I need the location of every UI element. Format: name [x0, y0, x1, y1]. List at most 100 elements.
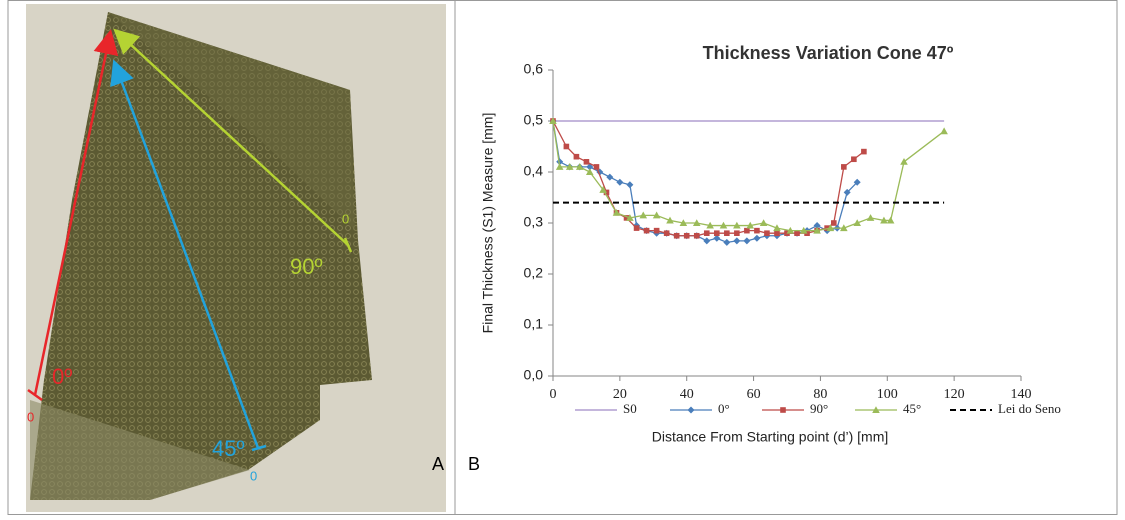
point [599, 186, 607, 193]
point [679, 219, 688, 226]
legend-marker [872, 406, 880, 413]
x-tick-label: 60 [747, 387, 761, 402]
point [866, 214, 875, 221]
point [861, 148, 867, 155]
point [612, 209, 621, 216]
point [840, 224, 848, 232]
y-tick-label: 0,0 [524, 367, 544, 383]
point [714, 230, 720, 236]
x-tick-label: 140 [1011, 387, 1032, 402]
point [723, 238, 731, 246]
point [713, 234, 721, 242]
point [549, 117, 557, 124]
photo-label: 90º [290, 254, 323, 279]
legend-item: Lei do Seno [950, 401, 1061, 416]
origin-label: 0 [27, 409, 34, 424]
y-tick-label: 0,6 [524, 61, 544, 77]
x-tick-label: 0 [550, 387, 557, 402]
point [851, 156, 857, 163]
point [746, 221, 755, 229]
photo-label: 0º [52, 364, 72, 389]
chart-title: Thickness Variation Cone 47º [703, 43, 954, 63]
sheet-fold [30, 400, 250, 500]
point [673, 232, 680, 239]
point [764, 230, 770, 236]
point [703, 230, 710, 236]
origin-tick-blue [251, 444, 267, 452]
point [719, 221, 728, 229]
point [900, 158, 908, 165]
legend-label: S0 [623, 401, 637, 416]
legend-item: 0° [670, 401, 730, 416]
y-axis-label: Final Thickness (S1) Measure [mm] [480, 113, 496, 334]
point [759, 219, 768, 226]
point [556, 158, 564, 166]
point [744, 227, 750, 234]
x-tick-label: 100 [877, 387, 898, 402]
arrow-0 [33, 29, 119, 396]
point [774, 230, 780, 236]
point [724, 230, 730, 236]
legend-label: Lei do Seno [998, 401, 1061, 416]
point [799, 226, 808, 234]
x-tick-label: 120 [944, 387, 965, 402]
series-line [552, 120, 865, 237]
origin-label: 0 [342, 211, 349, 226]
series-line [552, 120, 945, 232]
arrow-90 [113, 28, 349, 246]
legend-marker [687, 406, 695, 414]
point [853, 178, 861, 186]
point [583, 159, 590, 165]
point [653, 227, 660, 234]
point [555, 163, 564, 170]
point [826, 224, 835, 232]
point [626, 214, 634, 221]
panel-label: A [432, 454, 444, 474]
point [813, 226, 821, 234]
point [639, 211, 648, 219]
point [623, 215, 630, 221]
point [692, 219, 701, 226]
arrow-45 [110, 59, 260, 449]
point [743, 237, 751, 245]
legend-item: 90° [762, 401, 828, 416]
photo: 0º 45º 90º 0 0 0 [26, 4, 446, 512]
point [666, 216, 674, 224]
panel-label: B [468, 454, 480, 474]
point [773, 224, 781, 232]
point [703, 237, 711, 245]
legend-label: 90° [810, 401, 828, 416]
point [754, 227, 760, 234]
point [575, 163, 584, 170]
point [734, 230, 740, 236]
point [633, 225, 640, 231]
x-tick-label: 40 [680, 387, 694, 402]
y-tick-label: 0,2 [524, 265, 544, 281]
point [606, 173, 614, 181]
point [733, 237, 741, 245]
point [753, 234, 761, 242]
point [683, 232, 690, 239]
point [573, 153, 580, 160]
point [586, 163, 594, 171]
point [643, 227, 650, 234]
x-tick-label: 20 [613, 387, 627, 402]
legend-item: S0 [575, 401, 637, 416]
point [940, 127, 948, 135]
y-tick-label: 0,3 [524, 214, 544, 230]
point [616, 178, 624, 186]
point [831, 220, 837, 226]
origin-tick-green [343, 237, 353, 253]
point [565, 163, 574, 170]
point [853, 219, 861, 226]
legend-label: 0° [718, 401, 730, 416]
photo-label: 45º [212, 436, 245, 461]
point [794, 230, 800, 236]
x-tick-label: 80 [813, 387, 827, 402]
point [706, 221, 714, 229]
y-tick-label: 0,5 [524, 112, 544, 128]
point [652, 211, 661, 219]
point [786, 226, 795, 234]
legend-item: 45° [855, 401, 921, 416]
